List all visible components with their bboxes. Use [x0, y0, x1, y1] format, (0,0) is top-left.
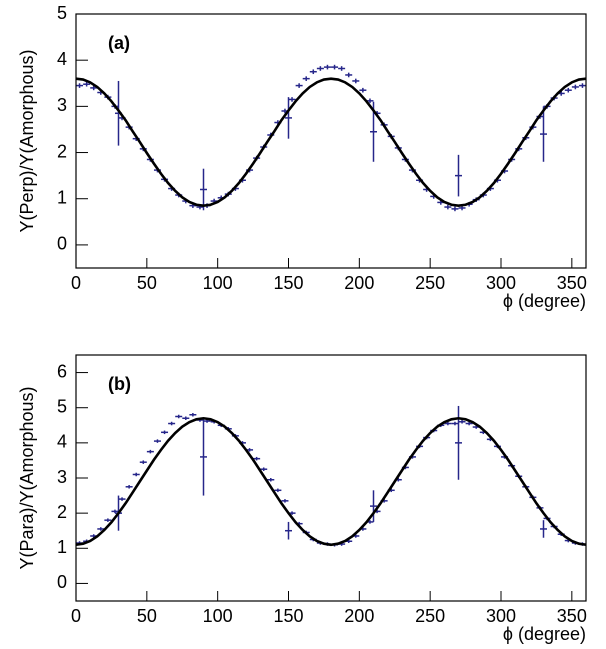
x-tick-label: 350 [557, 273, 587, 293]
y-tick-label: 2 [57, 502, 67, 522]
x-axis-label: ϕ (degree) [503, 291, 586, 311]
y-tick-label: 0 [57, 234, 67, 254]
y-axis-label: Y(Perp)/Y(Amorphous) [17, 49, 37, 232]
panel-label: (b) [108, 374, 131, 394]
fit-curve [75, 77, 587, 207]
y-tick-label: 2 [57, 141, 67, 161]
y-tick-label: 3 [57, 95, 67, 115]
x-tick-label: 50 [137, 606, 157, 626]
x-tick-label: 150 [273, 273, 303, 293]
plot-frame [75, 354, 587, 602]
panel: 0 50 100 150 200 250 300 350 0 1 2 3 4 5 6 (b) ϕ (degree… [17, 354, 587, 644]
x-tick-label: 200 [344, 606, 374, 626]
x-tick-label: 50 [137, 273, 157, 293]
x-tick-label: 0 [71, 606, 81, 626]
panel: 0 50 100 150 200 250 300 350 0 1 2 3 4 5 (a) ϕ (degree)… [17, 3, 587, 311]
x-tick-label: 250 [415, 606, 445, 626]
x-tick-label: 150 [273, 606, 303, 626]
y-axis-label: Y(Para)/Y(Amorphous) [17, 386, 37, 569]
x-tick-label: 100 [203, 273, 233, 293]
x-tick-label: 200 [344, 273, 374, 293]
x-tick-label: 250 [415, 273, 445, 293]
y-tick-label: 5 [57, 3, 67, 23]
y-tick-label: 1 [57, 187, 67, 207]
x-tick-label: 0 [71, 273, 81, 293]
y-tick-label: 6 [57, 361, 67, 381]
x-axis-label: ϕ (degree) [503, 624, 586, 644]
fit-curve [75, 416, 587, 547]
y-tick-label: 0 [57, 572, 67, 592]
y-tick-label: 4 [57, 49, 67, 69]
x-tick-label: 300 [486, 606, 516, 626]
x-tick-label: 300 [486, 273, 516, 293]
y-tick-label: 3 [57, 467, 67, 487]
y-tick-label: 1 [57, 537, 67, 557]
panel-label: (a) [108, 33, 130, 53]
y-tick-label: 4 [57, 432, 67, 452]
x-tick-label: 350 [557, 606, 587, 626]
y-tick-label: 5 [57, 396, 67, 416]
plot-frame [75, 13, 587, 269]
x-tick-label: 100 [203, 606, 233, 626]
